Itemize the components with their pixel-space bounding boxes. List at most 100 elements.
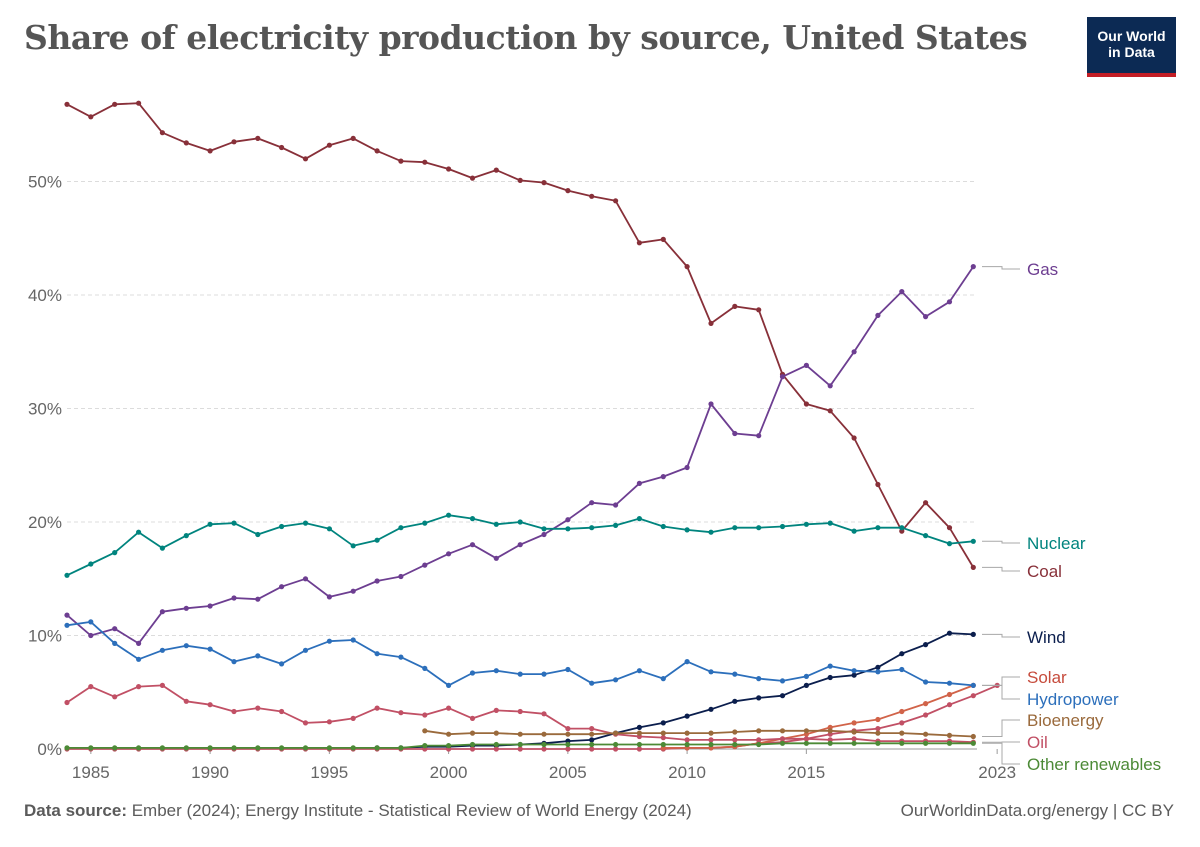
data-point <box>541 531 547 538</box>
data-point <box>779 678 786 684</box>
data-point <box>565 188 571 194</box>
data-point <box>517 746 523 752</box>
data-point <box>231 139 237 145</box>
series-lines <box>64 100 1000 752</box>
owid-logo[interactable]: Our World in Data <box>1087 17 1176 77</box>
series-bioenergy <box>422 728 976 740</box>
label-connector <box>982 676 1020 686</box>
data-point <box>875 664 881 670</box>
data-point <box>946 630 953 636</box>
x-tick-label: 1995 <box>310 763 348 782</box>
data-point <box>350 588 356 594</box>
data-point <box>398 525 404 531</box>
data-point <box>827 728 833 734</box>
series-label-bioenergy: Bioenergy <box>1027 711 1104 730</box>
data-point <box>803 521 810 527</box>
data-point <box>207 745 213 751</box>
data-point <box>326 526 332 532</box>
data-point <box>350 135 356 141</box>
data-point <box>112 101 118 107</box>
data-point <box>136 529 142 535</box>
data-point <box>851 668 857 674</box>
data-point <box>517 519 523 525</box>
series-line <box>66 102 975 568</box>
data-point <box>923 731 929 737</box>
data-point <box>159 545 165 551</box>
y-tick-label: 10% <box>28 627 62 646</box>
data-point <box>231 520 237 526</box>
footer-credit[interactable]: OurWorldinData.org/energy | CC BY <box>900 801 1174 820</box>
data-point <box>159 647 165 653</box>
data-point <box>398 745 404 751</box>
data-point <box>279 708 285 715</box>
data-point <box>851 740 857 746</box>
series-label-nuclear: Nuclear <box>1027 534 1086 553</box>
series-label-wind: Wind <box>1027 628 1066 647</box>
data-point <box>446 731 452 737</box>
data-point <box>899 651 905 657</box>
data-point <box>684 264 690 270</box>
data-point <box>493 555 499 561</box>
data-point <box>493 167 499 173</box>
data-point <box>708 730 714 736</box>
data-point <box>469 175 476 181</box>
data-point <box>207 148 213 154</box>
data-point <box>231 659 237 665</box>
y-axis-ticks: 0% 10% 20% 30% 40% 50% <box>28 173 62 760</box>
series-label-solar: Solar <box>1027 668 1067 687</box>
data-point <box>469 516 476 522</box>
data-point <box>946 680 953 686</box>
data-point <box>374 148 380 154</box>
data-point <box>422 562 428 568</box>
data-point <box>613 730 619 736</box>
data-point <box>684 730 690 736</box>
grid-lines <box>67 181 977 750</box>
series-nuclear <box>64 512 976 578</box>
data-point <box>350 745 356 751</box>
label-connector <box>982 540 1020 544</box>
data-point <box>541 671 547 677</box>
data-point <box>923 701 929 707</box>
data-point <box>660 741 666 748</box>
data-point <box>469 542 476 548</box>
data-point <box>374 578 380 584</box>
data-point <box>446 743 452 749</box>
data-point <box>136 656 142 662</box>
data-point <box>779 523 786 530</box>
label-connector <box>982 684 1020 700</box>
y-tick-label: 40% <box>28 286 62 305</box>
data-point <box>899 289 905 295</box>
data-point <box>851 729 857 735</box>
data-point <box>350 637 356 643</box>
data-point <box>875 740 881 746</box>
data-point <box>803 740 810 746</box>
data-point <box>923 314 929 320</box>
data-point <box>64 699 70 706</box>
data-point <box>803 736 810 742</box>
data-point <box>732 737 738 743</box>
data-point <box>446 682 452 689</box>
data-point <box>231 745 237 751</box>
data-point <box>279 661 285 667</box>
data-point <box>923 679 929 685</box>
data-point <box>279 523 285 530</box>
data-point <box>660 735 666 741</box>
label-connector <box>982 742 1020 765</box>
data-point <box>684 737 690 743</box>
data-point <box>350 543 356 549</box>
data-point <box>183 643 189 649</box>
data-point <box>970 564 976 571</box>
data-point <box>493 741 499 748</box>
data-point <box>231 708 237 715</box>
data-point <box>827 674 833 681</box>
data-point <box>326 638 332 644</box>
data-point <box>398 573 404 580</box>
data-point <box>64 612 70 618</box>
data-point <box>946 525 953 531</box>
data-point <box>255 745 261 751</box>
data-point <box>64 745 70 751</box>
data-point <box>446 705 452 711</box>
data-point <box>374 705 380 711</box>
data-point <box>136 640 142 647</box>
data-point <box>732 671 738 677</box>
